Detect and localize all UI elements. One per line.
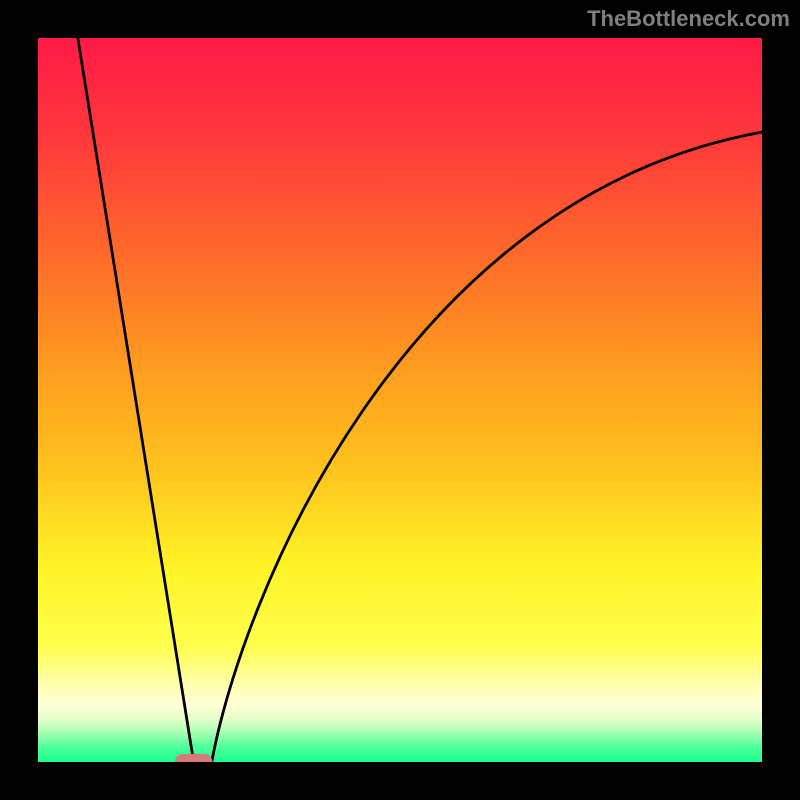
chart-svg xyxy=(0,0,800,800)
plot-area xyxy=(38,38,762,770)
watermark-text: TheBottleneck.com xyxy=(587,6,790,32)
chart-container: TheBottleneck.com xyxy=(0,0,800,800)
gradient-background xyxy=(38,38,762,762)
